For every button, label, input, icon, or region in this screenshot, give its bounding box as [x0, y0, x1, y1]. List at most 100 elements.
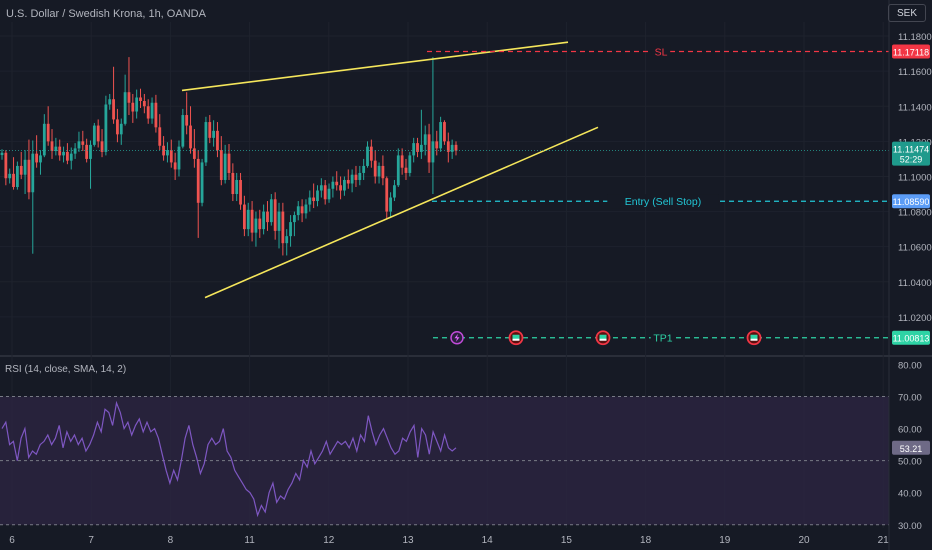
candle-body[interactable]: [54, 146, 58, 152]
candle-body[interactable]: [300, 206, 304, 214]
candle-body[interactable]: [400, 155, 404, 168]
candle-body[interactable]: [96, 125, 100, 142]
candle-body[interactable]: [4, 152, 8, 179]
candle-body[interactable]: [396, 155, 400, 186]
candle-body[interactable]: [216, 130, 219, 151]
candle-body[interactable]: [204, 122, 208, 163]
candle-body[interactable]: [108, 99, 112, 105]
candle-body[interactable]: [408, 155, 412, 173]
rsi-legend[interactable]: RSI (14, close, SMA, 14, 2): [5, 364, 127, 375]
currency-button[interactable]: SEK: [888, 4, 926, 22]
candle-body[interactable]: [169, 150, 173, 163]
candle-body[interactable]: [423, 134, 427, 145]
candle-body[interactable]: [393, 185, 396, 198]
candle-body[interactable]: [366, 146, 369, 166]
candle-body[interactable]: [369, 146, 373, 161]
candle-body[interactable]: [227, 153, 231, 173]
candle-body[interactable]: [389, 197, 392, 212]
candle-body[interactable]: [296, 206, 300, 216]
candle-body[interactable]: [212, 130, 216, 138]
candle-body[interactable]: [112, 99, 115, 120]
candle-body[interactable]: [123, 92, 127, 124]
candle-body[interactable]: [208, 122, 212, 138]
candle-body[interactable]: [219, 150, 223, 180]
candle-body[interactable]: [200, 162, 204, 203]
candle-body[interactable]: [404, 167, 408, 173]
candle-body[interactable]: [331, 181, 335, 189]
candle-body[interactable]: [50, 141, 54, 152]
candle-body[interactable]: [335, 181, 339, 186]
candle-body[interactable]: [377, 165, 381, 177]
candle-body[interactable]: [62, 151, 65, 156]
candle-body[interactable]: [185, 115, 189, 126]
candle-body[interactable]: [119, 123, 123, 135]
candle-body[interactable]: [381, 165, 385, 179]
candle-body[interactable]: [266, 211, 269, 223]
candle-body[interactable]: [196, 158, 200, 203]
candle-body[interactable]: [100, 141, 104, 152]
candle-body[interactable]: [323, 185, 327, 200]
candle-body[interactable]: [146, 106, 150, 119]
candle-body[interactable]: [289, 222, 292, 237]
candle-body[interactable]: [139, 97, 142, 101]
candle-body[interactable]: [177, 146, 181, 170]
candle-body[interactable]: [223, 153, 227, 180]
candle-body[interactable]: [358, 172, 362, 180]
candle-body[interactable]: [412, 143, 416, 156]
candle-body[interactable]: [58, 146, 62, 156]
candles[interactable]: [0, 57, 458, 256]
candle-body[interactable]: [127, 92, 131, 103]
drawings[interactable]: [0, 41, 889, 346]
candle-body[interactable]: [250, 209, 254, 233]
candle-body[interactable]: [89, 144, 92, 159]
candle-body[interactable]: [46, 123, 50, 142]
candle-body[interactable]: [343, 179, 346, 191]
candle-body[interactable]: [235, 179, 239, 195]
candle-body[interactable]: [135, 97, 139, 112]
candle-body[interactable]: [431, 141, 435, 163]
candle-body[interactable]: [69, 153, 73, 161]
candle-body[interactable]: [154, 102, 158, 128]
candle-body[interactable]: [362, 165, 366, 173]
candle-body[interactable]: [231, 172, 235, 195]
trendline[interactable]: [181, 41, 569, 92]
candle-body[interactable]: [181, 115, 185, 147]
candle-body[interactable]: [35, 153, 39, 163]
candle-body[interactable]: [277, 211, 281, 231]
price-axis[interactable]: 6 7 8 11 12 13 14 15 18 19 20 21 11.18000 11.16000 11.…: [9, 0, 932, 550]
candle-body[interactable]: [316, 190, 319, 202]
candle-body[interactable]: [239, 179, 242, 205]
candle-body[interactable]: [439, 122, 443, 149]
candle-body[interactable]: [131, 102, 135, 112]
candle-body[interactable]: [189, 125, 192, 149]
candle-body[interactable]: [85, 144, 89, 159]
candle-body[interactable]: [304, 204, 308, 214]
candle-body[interactable]: [308, 197, 312, 205]
candle-body[interactable]: [142, 100, 146, 107]
candle-body[interactable]: [427, 134, 431, 163]
candle-body[interactable]: [285, 236, 289, 244]
symbol-title[interactable]: U.S. Dollar / Swedish Krona, 1h, OANDA: [6, 8, 206, 20]
candle-body[interactable]: [446, 141, 450, 152]
candle-body[interactable]: [66, 151, 69, 161]
candle-body[interactable]: [454, 144, 458, 151]
candle-body[interactable]: [150, 102, 154, 119]
candle-body[interactable]: [327, 188, 331, 200]
candle-body[interactable]: [42, 123, 46, 156]
candle-body[interactable]: [354, 174, 358, 180]
candle-body[interactable]: [262, 211, 266, 230]
candle-body[interactable]: [258, 218, 262, 230]
candle-body[interactable]: [15, 165, 19, 187]
candle-body[interactable]: [166, 150, 169, 156]
candle-body[interactable]: [77, 141, 81, 149]
candle-body[interactable]: [39, 155, 42, 163]
candle-body[interactable]: [173, 162, 177, 170]
candle-body[interactable]: [12, 173, 15, 187]
candle-body[interactable]: [92, 125, 96, 145]
candle-body[interactable]: [416, 143, 419, 152]
candle-body[interactable]: [0, 152, 4, 156]
candle-body[interactable]: [293, 215, 296, 223]
candle-body[interactable]: [246, 209, 250, 230]
candle-body[interactable]: [104, 104, 108, 152]
candle-body[interactable]: [162, 145, 165, 156]
